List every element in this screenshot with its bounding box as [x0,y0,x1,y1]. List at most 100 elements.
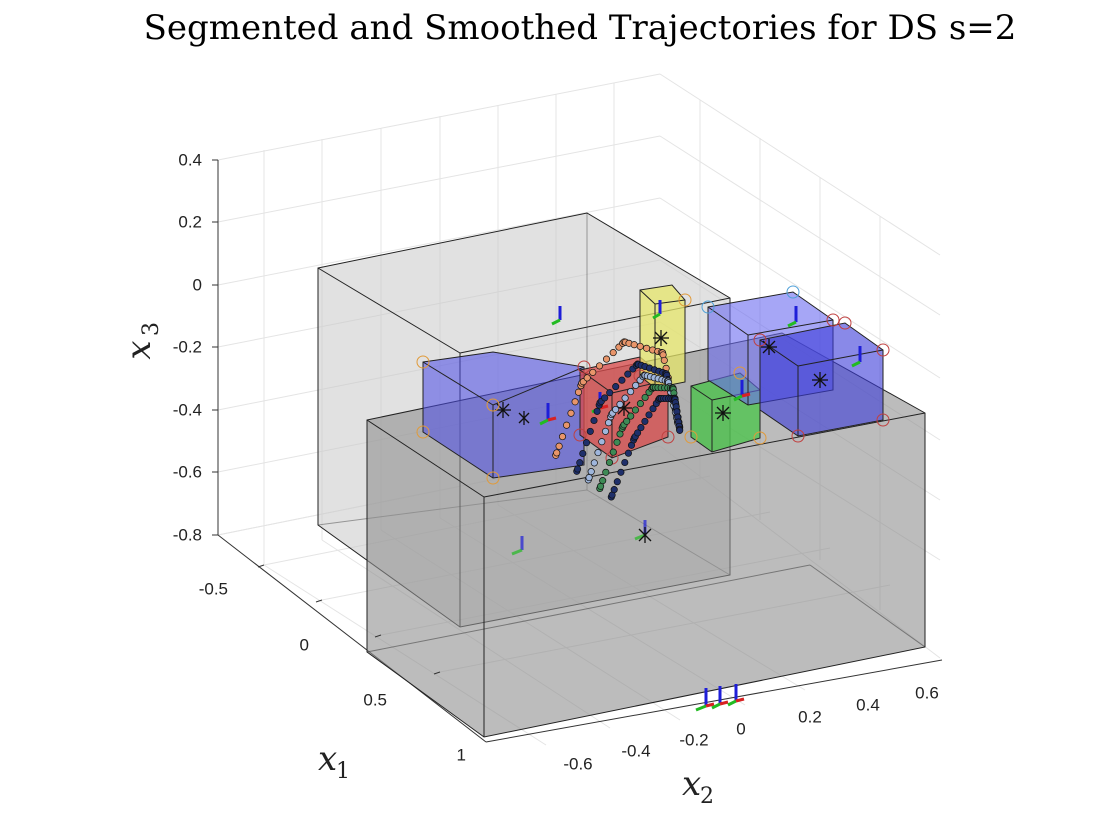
trajectory-point [631,406,639,414]
trajectory-point [624,449,632,457]
x1-label-sub: 1 [336,759,350,784]
corner-circle [416,425,430,439]
frame-marker [711,686,729,710]
trajectory-point [602,468,610,476]
attractor-marker [653,330,669,346]
trajectory-point [637,424,645,432]
corner-circle [826,313,840,327]
corner-circle [753,333,767,347]
x1-tick-label: 0 [300,635,309,654]
trajectory-point [590,416,598,425]
trajectory-point [602,355,611,363]
trajectory-point [598,438,606,446]
x3-tick-label: 0 [193,275,202,294]
x3-label-sub: 3 [139,322,164,336]
trajectory-point [571,398,579,406]
trajectory-point [583,374,591,382]
trajectory-point [579,449,587,458]
corner-circle [661,430,675,444]
x1-tick-label: 0.5 [363,690,387,709]
frame-marker [733,380,751,402]
x3-tick-label: -0.8 [173,525,202,544]
x1-ticks: -0.5 0 0.5 1 [199,564,466,764]
x3-tick-label: 0.4 [178,150,202,169]
x1-axis-label: x 1 [318,739,350,784]
trajectory-point [612,383,620,391]
x2-tick-label: 0.6 [915,683,939,702]
trajectory-point [660,356,668,364]
x3-ticks: 0.4 0.2 0 -0.2 -0.4 -0.6 -0.8 [173,150,218,544]
x3-label-base: x [119,340,159,359]
trajectory-point [636,342,644,350]
trajectory-point [594,449,602,457]
trajectory-point [627,388,635,396]
corner-circle [876,343,890,357]
trajectory-point [574,388,583,396]
trajectory-point [605,458,614,467]
trajectory-point [576,459,584,467]
trajectory-point [589,368,597,376]
chart-title: Segmented and Smoothed Trajectories for … [143,8,1017,48]
corner-circle [838,316,852,330]
trajectory-point [558,433,567,441]
trajectory-series [607,394,684,501]
frame-marker [652,300,662,320]
trajectory-point [623,417,631,425]
trajectory-point [574,465,582,473]
trajectory-point [645,411,653,419]
attractor-marker [715,405,731,421]
corner-circle [486,398,500,412]
corner-circle [573,428,587,442]
x3-tick-label: 0.2 [178,212,202,231]
trajectory-point [553,449,561,457]
trajectory-point [590,459,598,467]
frame-marker [727,684,745,707]
x1-label-base: x [318,739,337,779]
corner-circle [678,293,692,307]
frame-marker [539,403,557,426]
frame-marker [511,536,524,556]
attractor-marker [495,402,511,418]
corner-circle [753,431,767,445]
trajectory-point [585,474,593,482]
attractor-marker [761,339,777,355]
x2-tick-label: 0 [736,719,745,738]
frame-marker [695,688,715,712]
x3-tick-label: -0.2 [173,337,202,356]
trajectory-point [595,362,604,370]
trajectory-point [643,344,651,352]
trajectory-layer [552,338,684,501]
trajectory-point [555,442,563,450]
trajectory-point [609,448,617,456]
trajectory-point [599,477,607,485]
trajectory-point [613,478,621,486]
corner-circle [486,471,500,485]
corner-circle [684,430,698,444]
trajectory-point [627,412,635,420]
x2-tick-label: 0.4 [856,695,880,714]
x2-axis-label: x 2 [682,764,714,809]
trajectory-point [617,468,625,476]
trajectory-point [616,400,624,408]
x3-axis-label: x 3 [119,322,164,360]
x2-ticks: -0.6 -0.4 -0.2 0 0.2 0.4 0.6 [563,683,938,773]
x3-tick-label: -0.6 [173,462,202,481]
attractor-markers [495,330,828,543]
x2-tick-label: -0.2 [679,730,708,749]
trajectory-point [613,438,621,446]
trajectory-point [593,407,601,415]
corner-circle [791,429,805,443]
trajectory-point [621,458,629,467]
attractor-marker [518,411,530,425]
trajectory-point [601,427,610,435]
trajectory-point [586,427,594,435]
attractor-marker [812,372,828,388]
trajectory-point [610,486,618,494]
trajectory-point [587,468,595,476]
trajectory-point [641,417,649,425]
trajectory-point [609,349,617,357]
trajectory-point [605,419,613,427]
corner-circle [733,366,747,380]
trajectory-point [601,394,609,402]
trajectory-point [630,341,638,349]
